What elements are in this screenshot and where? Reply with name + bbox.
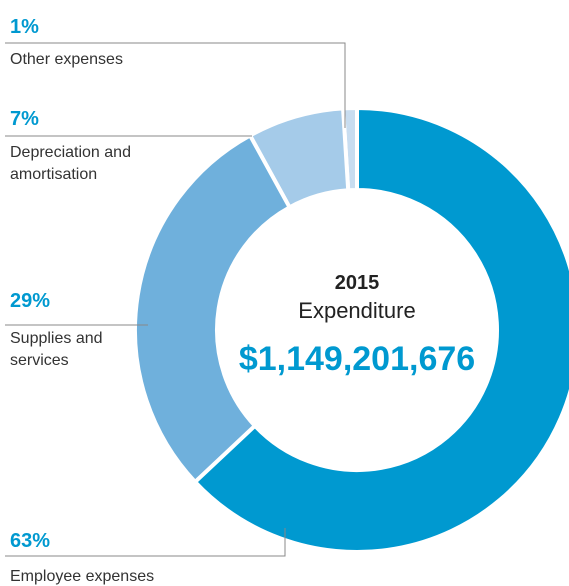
center-year: 2015 — [334, 272, 380, 294]
donut-slice — [133, 132, 293, 485]
value-label: 1% — [10, 16, 39, 38]
leader-lines — [5, 42, 346, 557]
value-label: 63% — [10, 530, 51, 552]
category-label: Supplies and services — [10, 330, 103, 369]
category-label: Employee expenses — [10, 568, 155, 585]
total-label: $1,149,201,676 — [238, 340, 476, 378]
center-title: Expenditure — [298, 298, 416, 323]
leader-line — [5, 42, 346, 128]
category-label: Depreciation and amortisation — [10, 144, 131, 183]
category-label: Other expenses — [10, 51, 123, 68]
donut-slice — [247, 106, 351, 211]
value-label: 7% — [10, 108, 39, 130]
value-label: 29% — [10, 290, 51, 312]
leader-line — [5, 528, 286, 557]
donut-slice — [192, 105, 569, 554]
